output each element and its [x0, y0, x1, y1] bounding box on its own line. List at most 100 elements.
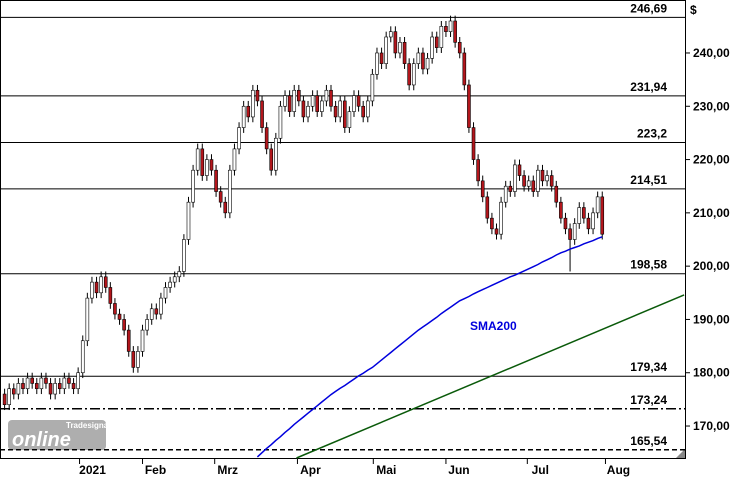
level-label: 214,51 — [630, 173, 667, 187]
candle-body — [71, 383, 76, 390]
candle-body — [568, 228, 572, 240]
level-label: 246,69 — [630, 1, 667, 15]
candle-body — [582, 207, 586, 219]
candle-body — [44, 377, 48, 384]
candle-body — [172, 276, 177, 283]
candle-body — [508, 185, 513, 192]
candle-body — [540, 169, 545, 182]
candle-body — [140, 329, 145, 352]
candle-body — [471, 127, 476, 160]
x-tick-label: Feb — [145, 463, 166, 477]
candle-body — [526, 180, 531, 187]
candle-body — [126, 329, 131, 352]
y-tick-label: 180,00 — [693, 366, 730, 380]
candle-body — [338, 100, 343, 118]
candle-body — [416, 52, 421, 64]
x-tick-label: 2021 — [79, 463, 106, 477]
y-tick-label: 220,00 — [693, 153, 730, 167]
logo-name: online — [12, 429, 71, 451]
candle-body — [108, 287, 113, 304]
candle-body — [407, 63, 411, 86]
plot-frame — [0, 0, 686, 459]
candle-body — [94, 281, 99, 294]
candle-body — [218, 191, 223, 203]
candle-body — [563, 217, 568, 230]
candle-body — [297, 89, 301, 102]
candle-body — [365, 100, 370, 118]
candle-body — [264, 127, 269, 150]
candle-body — [370, 73, 375, 102]
sma-label: SMA200 — [470, 319, 517, 333]
candle-body — [209, 159, 214, 171]
candle-body — [572, 223, 577, 240]
candle-body — [398, 42, 402, 54]
unit-label: $ — [690, 3, 697, 17]
candle-body — [149, 308, 154, 320]
candle-body — [145, 319, 149, 331]
x-tick-label: Jul — [532, 463, 549, 477]
y-tick-label: 230,00 — [693, 99, 730, 113]
candle-body — [467, 84, 471, 128]
candle-body — [76, 372, 80, 390]
candle-body — [177, 271, 182, 278]
candle-body — [168, 281, 172, 288]
candle-body — [388, 31, 393, 38]
candle-body — [421, 52, 425, 70]
candle-body — [595, 196, 600, 214]
candle-body — [559, 201, 563, 219]
candle-body — [324, 89, 329, 102]
trend-line — [296, 294, 685, 459]
y-tick-label: 240,00 — [693, 46, 730, 60]
level-label: 223,2 — [637, 127, 667, 141]
candle-body — [16, 383, 21, 395]
x-tick-label: Aug — [607, 463, 630, 477]
candle-body — [11, 388, 16, 395]
candle-body — [274, 137, 278, 171]
candle-body — [7, 388, 11, 406]
level-label: 173,24 — [630, 393, 667, 407]
candle-body — [122, 319, 126, 331]
candle-body — [522, 175, 526, 187]
candle-body — [600, 196, 605, 235]
candle-body — [301, 100, 306, 118]
candle-body — [384, 36, 388, 64]
level-label: 231,94 — [630, 80, 667, 94]
candle-body — [439, 26, 444, 48]
candle-body — [586, 217, 591, 230]
candle-body — [554, 185, 559, 203]
candle-body — [536, 169, 540, 192]
candle-body — [48, 383, 53, 395]
candle-body — [430, 36, 434, 59]
candle-body — [163, 287, 168, 299]
candle-body — [287, 95, 292, 112]
candle-body — [186, 201, 191, 240]
candle-body — [191, 169, 195, 203]
candle-body — [21, 383, 25, 390]
candle-body — [379, 52, 384, 64]
candle-body — [425, 58, 430, 70]
x-tick-label: Mrz — [217, 463, 238, 477]
y-tick-label: 200,00 — [693, 259, 730, 273]
candle-body — [103, 276, 108, 288]
candle-body — [57, 383, 62, 390]
candle-body — [117, 313, 122, 320]
candle-body — [223, 201, 228, 214]
candle-body — [356, 95, 361, 107]
candle-body — [80, 340, 85, 374]
candle-body — [205, 159, 209, 176]
candle-body — [30, 377, 34, 384]
candle-body — [306, 105, 310, 118]
candle-body — [347, 111, 352, 128]
candle-body — [591, 212, 595, 230]
candle-body — [320, 100, 324, 112]
candle-body — [228, 169, 232, 214]
candle-body — [480, 180, 485, 198]
candle-body — [283, 95, 287, 107]
candle-body — [457, 42, 462, 54]
candle-body — [444, 26, 448, 32]
candle-body — [232, 148, 237, 171]
candle-body — [577, 207, 582, 224]
candle-body — [25, 377, 30, 390]
candle-body — [503, 185, 508, 203]
candle-body — [292, 89, 297, 112]
